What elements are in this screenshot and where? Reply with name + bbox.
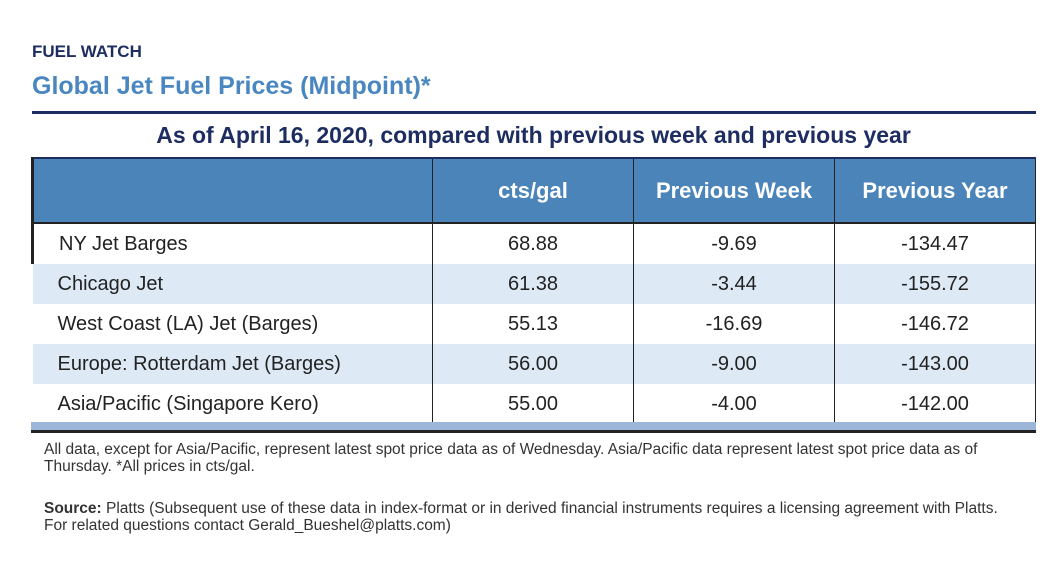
price-value: 68.88 [432, 223, 634, 264]
price-value: 55.00 [432, 384, 634, 424]
source-text: Platts (Subsequent use of these data in … [44, 500, 998, 534]
table-row: Asia/Pacific (Singapore Kero) 55.00 -4.0… [33, 384, 1036, 424]
table-footer-band [31, 422, 1036, 433]
market-name: Chicago Jet [32, 264, 433, 304]
week-change: -4.00 [633, 384, 835, 424]
table-row: NY Jet Barges 68.88 -9.69 -134.47 [31, 223, 1036, 264]
market-name: Europe: Rotterdam Jet (Barges) [32, 344, 433, 384]
price-value: 56.00 [432, 344, 634, 384]
week-change: -9.69 [633, 223, 835, 264]
title-rule [32, 111, 1036, 114]
market-name: West Coast (LA) Jet (Barges) [57, 312, 319, 335]
table-row: West Coast (LA) Jet (Barges) 55.13 -16.6… [33, 304, 1036, 344]
year-change: -134.47 [834, 223, 1036, 264]
table-header-row: cts/gal Previous Week Previous Year [31, 158, 1036, 224]
year-change: -143.00 [834, 344, 1036, 384]
header-previous-year: Previous Year [834, 158, 1036, 224]
header-previous-week: Previous Week [633, 158, 835, 224]
price-table: cts/gal Previous Week Previous Year NY J… [31, 157, 1036, 424]
week-change: -3.44 [633, 264, 835, 304]
table-subtitle: As of April 16, 2020, compared with prev… [156, 122, 911, 148]
source-label: Source: [44, 500, 102, 517]
header-cts-gal: cts/gal [432, 158, 634, 224]
year-change: -155.72 [834, 264, 1036, 304]
market-name: NY Jet Barges [31, 223, 433, 264]
table-row: Chicago Jet 61.38 -3.44 -155.72 [32, 264, 1036, 304]
table-row: Europe: Rotterdam Jet (Barges) 56.00 -9.… [32, 344, 1036, 384]
kicker: FUEL WATCH [32, 42, 142, 61]
price-value: 55.13 [432, 304, 634, 344]
page-title: Global Jet Fuel Prices (Midpoint)* [32, 72, 431, 100]
footnote: All data, except for Asia/Pacific, repre… [44, 441, 978, 475]
year-change: -142.00 [834, 384, 1036, 424]
week-change: -9.00 [633, 344, 835, 384]
price-value: 61.38 [432, 264, 634, 304]
week-change: -16.69 [633, 304, 835, 344]
market-name: Asia/Pacific (Singapore Kero) [57, 392, 319, 415]
year-change: -146.72 [834, 304, 1036, 344]
source-note: Source: Platts (Subsequent use of these … [44, 500, 1004, 534]
header-label [31, 158, 433, 224]
